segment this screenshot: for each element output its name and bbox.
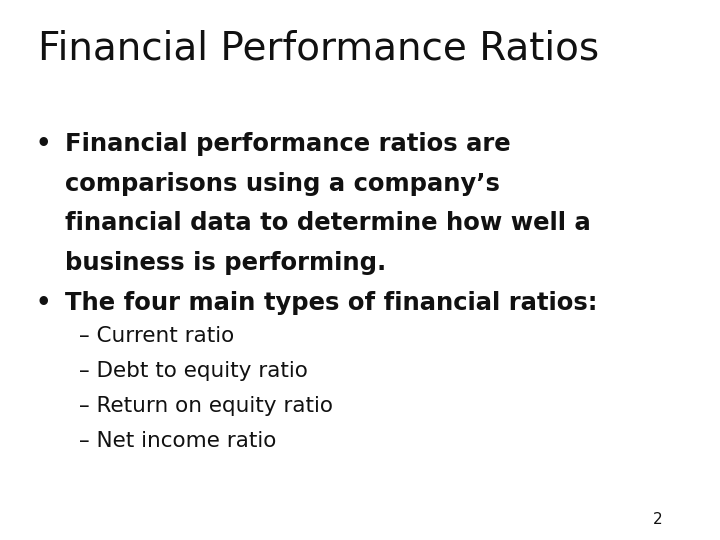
Text: •: • — [36, 132, 51, 156]
Text: •: • — [36, 291, 51, 315]
Text: business is performing.: business is performing. — [66, 251, 387, 274]
Text: – Current ratio: – Current ratio — [79, 326, 234, 346]
Text: Financial performance ratios are: Financial performance ratios are — [66, 132, 510, 156]
Text: – Net income ratio: – Net income ratio — [79, 431, 276, 451]
Text: The four main types of financial ratios:: The four main types of financial ratios: — [66, 291, 598, 315]
Text: – Return on equity ratio: – Return on equity ratio — [79, 396, 333, 416]
Text: financial data to determine how well a: financial data to determine how well a — [66, 211, 591, 235]
Text: 2: 2 — [652, 511, 662, 526]
Text: – Debt to equity ratio: – Debt to equity ratio — [79, 361, 307, 381]
Text: Financial Performance Ratios: Financial Performance Ratios — [37, 30, 599, 68]
Text: comparisons using a company’s: comparisons using a company’s — [66, 172, 500, 195]
